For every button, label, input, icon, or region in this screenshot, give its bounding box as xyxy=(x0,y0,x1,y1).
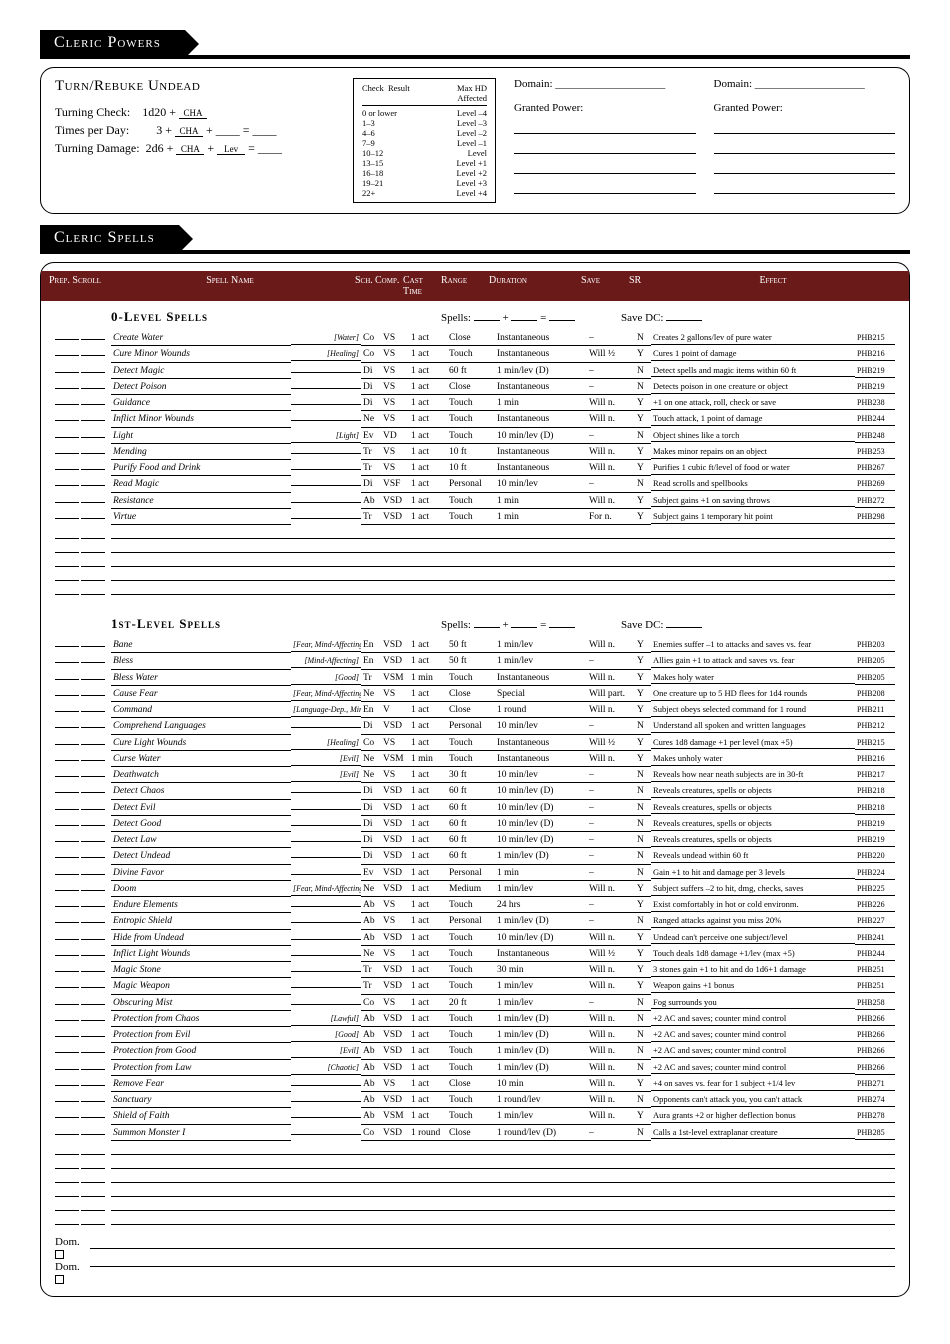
turn-title: Turn/Rebuke Undead xyxy=(55,78,335,95)
turn-table-row: 0 or lowerLevel –4 xyxy=(362,108,487,118)
level0-header: 0-Level Spells Spells: + = Save DC: xyxy=(55,309,895,325)
domain-col-1: Domain: ____________________ Granted Pow… xyxy=(514,78,696,200)
spell-row: Cause Fear [Fear, Mind-Affecting] Ne VS … xyxy=(55,687,895,703)
spell-row: Sanctuary Ab VSD 1 act Touch 1 round/lev… xyxy=(55,1093,895,1109)
turn-table-row: 16–18Level +2 xyxy=(362,168,487,178)
spell-row: Shield of Faith Ab VSM 1 act Touch 1 min… xyxy=(55,1109,895,1125)
spell-row: Bless Water [Good] Tr VSM 1 min Touch In… xyxy=(55,671,895,687)
spell-row: Guidance Di VS 1 act Touch 1 min Will n.… xyxy=(55,396,895,412)
spell-row: Detect Magic Di VS 1 act 60 ft 1 min/lev… xyxy=(55,364,895,380)
turn-table-row: 7–9Level –1 xyxy=(362,138,487,148)
spells-box: Prep. Scroll Spell Name Sch. Comp. Cast … xyxy=(40,262,910,1297)
turn-box: Turn/Rebuke Undead Turning Check: 1d20 +… xyxy=(40,67,910,214)
spell-row-empty xyxy=(55,1198,895,1212)
spell-row-empty xyxy=(90,1252,895,1270)
spell-row: Detect Chaos Di VSD 1 act 60 ft 10 min/l… xyxy=(55,784,895,800)
spell-row: Bless [Mind-Affecting] En VSD 1 act 50 f… xyxy=(55,654,895,670)
spell-row: Protection from Good [Evil] Ab VSD 1 act… xyxy=(55,1044,895,1060)
spell-row: Create Water [Water] Co VS 1 act Close I… xyxy=(55,331,895,347)
spell-row: Inflict Minor Wounds Ne VS 1 act Touch I… xyxy=(55,412,895,428)
spell-row: Remove Fear Ab VS 1 act Close 10 min Wil… xyxy=(55,1077,895,1093)
spell-row: Mending Tr VS 1 act 10 ft Instantaneous … xyxy=(55,445,895,461)
spell-row: Command [Language-Dep., Mind-Affecting] … xyxy=(55,703,895,719)
powers-tab: Cleric Powers xyxy=(40,30,185,56)
spell-row-empty xyxy=(55,582,895,596)
spell-row: Read Magic Di VSF 1 act Personal 10 min/… xyxy=(55,477,895,493)
spell-row-empty xyxy=(55,568,895,582)
dom-checks: Dom. Dom. xyxy=(55,1234,895,1286)
spell-row: Resistance Ab VSD 1 act Touch 1 min Will… xyxy=(55,494,895,510)
spell-row: Inflict Light Wounds Ne VS 1 act Touch I… xyxy=(55,947,895,963)
domain-col-2: Domain: ____________________ Granted Pow… xyxy=(714,78,896,200)
spell-row: Cure Light Wounds [Healing] Co VS 1 act … xyxy=(55,736,895,752)
spell-row: Protection from Law [Chaotic] Ab VSD 1 a… xyxy=(55,1061,895,1077)
turn-table-row: 19–21Level +3 xyxy=(362,178,487,188)
spell-row: Detect Good Di VSD 1 act 60 ft 10 min/le… xyxy=(55,817,895,833)
spell-row: Detect Poison Di VS 1 act Close Instanta… xyxy=(55,380,895,396)
spell-row-empty xyxy=(55,540,895,554)
turn-table-row: 1–3Level –3 xyxy=(362,118,487,128)
spell-row: Bane [Fear, Mind-Affecting] En VSD 1 act… xyxy=(55,638,895,654)
spells0-body: Create Water [Water] Co VS 1 act Close I… xyxy=(55,331,895,526)
spell-row: Comprehend Languages Di VSD 1 act Person… xyxy=(55,719,895,735)
turn-table-row: 13–15Level +1 xyxy=(362,158,487,168)
spell-row: Hide from Undead Ab VSD 1 act Touch 10 m… xyxy=(55,931,895,947)
turn-table-row: 4–6Level –2 xyxy=(362,128,487,138)
spell-row-empty xyxy=(90,1234,895,1252)
spell-row: Light [Light] Ev VD 1 act Touch 10 min/l… xyxy=(55,429,895,445)
spell-row: Protection from Chaos [Lawful] Ab VSD 1 … xyxy=(55,1012,895,1028)
spell-row: Entropic Shield Ab VS 1 act Personal 1 m… xyxy=(55,914,895,930)
spells-header: Prep. Scroll Spell Name Sch. Comp. Cast … xyxy=(41,271,909,301)
turn-damage-row: Turning Damage: 2d6 + CHA + Lev = ____ xyxy=(55,141,335,156)
spell-row: Doom [Fear, Mind-Affecting] Ne VSD 1 act… xyxy=(55,882,895,898)
turn-check-row: Turning Check: 1d20 + CHA xyxy=(55,105,335,120)
spell-row-empty xyxy=(55,1142,895,1156)
spell-row: Magic Stone Tr VSD 1 act Touch 30 min Wi… xyxy=(55,963,895,979)
spell-row-empty xyxy=(55,1170,895,1184)
spell-row-empty xyxy=(55,1212,895,1226)
spell-row: Summon Monster I Co VSD 1 round Close 1 … xyxy=(55,1126,895,1142)
spells1-body: Bane [Fear, Mind-Affecting] En VSD 1 act… xyxy=(55,638,895,1142)
spell-row-empty xyxy=(55,1184,895,1198)
spell-row: Detect Undead Di VSD 1 act 60 ft 1 min/l… xyxy=(55,849,895,865)
spell-row: Detect Law Di VSD 1 act 60 ft 10 min/lev… xyxy=(55,833,895,849)
spell-row: Virtue Tr VSD 1 act Touch 1 min For n. Y… xyxy=(55,510,895,526)
turn-table-row: 22+Level +4 xyxy=(362,188,487,198)
spell-row-empty xyxy=(55,1156,895,1170)
spell-row: Magic Weapon Tr VSD 1 act Touch 1 min/le… xyxy=(55,979,895,995)
spell-row-empty xyxy=(55,554,895,568)
spell-row: Detect Evil Di VSD 1 act 60 ft 10 min/le… xyxy=(55,801,895,817)
spell-row-empty xyxy=(55,526,895,540)
level1-header: 1st-Level Spells Spells: + = Save DC: xyxy=(55,616,895,632)
spells-tab: Cleric Spells xyxy=(40,225,179,251)
spell-row: Divine Favor Ev VSD 1 act Personal 1 min… xyxy=(55,866,895,882)
spell-row: Endure Elements Ab VS 1 act Touch 24 hrs… xyxy=(55,898,895,914)
spell-row: Cure Minor Wounds [Healing] Co VS 1 act … xyxy=(55,347,895,363)
turn-table-row: 10–12Level xyxy=(362,148,487,158)
spell-row: Curse Water [Evil] Ne VSM 1 min Touch In… xyxy=(55,752,895,768)
turn-times-row: Times per Day: 3 + CHA + ____ = ____ xyxy=(55,123,335,138)
spell-row: Purify Food and Drink Tr VS 1 act 10 ft … xyxy=(55,461,895,477)
spell-row: Protection from Evil [Good] Ab VSD 1 act… xyxy=(55,1028,895,1044)
spell-row: Obscuring Mist Co VS 1 act 20 ft 1 min/l… xyxy=(55,996,895,1012)
spell-row: Deathwatch [Evil] Ne VS 1 act 30 ft 10 m… xyxy=(55,768,895,784)
turn-table: Check Result Max HD Affected 0 or lowerL… xyxy=(353,78,496,203)
